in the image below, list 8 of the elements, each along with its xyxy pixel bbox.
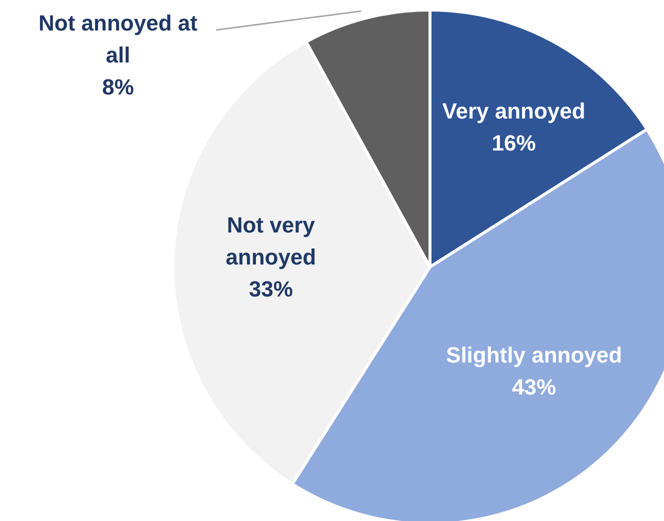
slice-label: Slightly annoyed	[446, 342, 622, 368]
data-label: 16%	[492, 130, 536, 156]
slice-label: Very annoyed	[442, 98, 586, 124]
data-label: 33%	[248, 276, 293, 302]
slice-label: Not very annoyed	[226, 212, 316, 270]
slice-label: Not annoyed at all	[38, 10, 198, 68]
data-label: 43%	[512, 374, 556, 400]
data-label: 8%	[102, 74, 134, 100]
